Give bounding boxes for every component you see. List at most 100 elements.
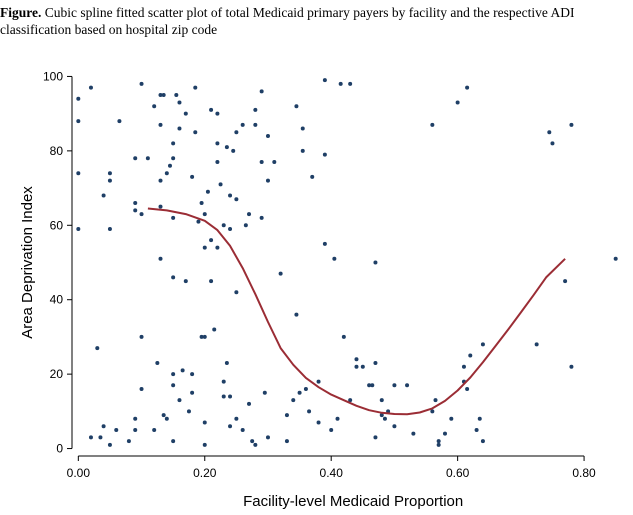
data-point	[224, 360, 229, 365]
data-point	[152, 104, 157, 109]
data-point	[101, 193, 106, 198]
x-tick-label: 0.40	[320, 466, 344, 480]
data-point	[234, 197, 239, 202]
data-point	[167, 163, 172, 168]
y-tick-label: 40	[50, 293, 64, 307]
data-point	[139, 387, 144, 392]
data-point	[215, 141, 220, 146]
data-point	[322, 241, 327, 246]
data-point	[259, 215, 264, 220]
data-point	[171, 372, 176, 377]
y-axis-title: Area Deprivation Index	[19, 186, 36, 339]
data-point	[155, 360, 160, 365]
y-tick-label: 80	[50, 144, 64, 158]
y-tick-label: 60	[50, 218, 64, 232]
data-point	[284, 413, 289, 418]
data-point	[322, 152, 327, 157]
data-point	[310, 174, 315, 179]
data-point	[348, 81, 353, 86]
data-point	[234, 290, 239, 295]
data-point	[332, 256, 337, 261]
data-point	[265, 435, 270, 440]
data-point	[76, 171, 81, 176]
data-point	[449, 416, 454, 421]
data-point	[455, 100, 460, 105]
data-point	[133, 156, 138, 161]
data-point	[164, 171, 169, 176]
data-point	[468, 353, 473, 358]
spline-curve	[147, 207, 566, 416]
data-point	[433, 398, 438, 403]
data-point	[247, 401, 252, 406]
x-axis-title: Facility-level Medicaid Proportion	[243, 493, 463, 510]
data-point	[221, 394, 226, 399]
data-point	[294, 312, 299, 317]
data-point	[171, 383, 176, 388]
data-point	[209, 279, 214, 284]
data-point	[202, 245, 207, 250]
data-point	[209, 238, 214, 243]
data-point	[218, 182, 223, 187]
data-point	[174, 93, 179, 98]
data-point	[243, 223, 248, 228]
data-point	[171, 156, 176, 161]
data-point	[335, 416, 340, 421]
data-point	[190, 174, 195, 179]
data-point	[139, 212, 144, 217]
data-point	[253, 442, 258, 447]
data-point	[193, 85, 198, 90]
data-point	[209, 107, 214, 112]
data-point	[177, 398, 182, 403]
data-point	[171, 275, 176, 280]
data-point	[300, 126, 305, 131]
y-tick-label: 20	[50, 367, 64, 381]
data-point	[382, 416, 387, 421]
data-point	[348, 398, 353, 403]
data-point	[392, 383, 397, 388]
data-point	[88, 435, 93, 440]
data-point	[126, 439, 131, 444]
data-point	[297, 390, 302, 395]
data-point	[563, 279, 568, 284]
data-point	[259, 89, 264, 94]
data-point	[224, 145, 229, 150]
data-point	[373, 435, 378, 440]
data-point	[240, 122, 245, 127]
data-point	[161, 93, 166, 98]
data-point	[569, 122, 574, 127]
data-point	[474, 427, 479, 432]
data-point	[228, 424, 233, 429]
data-point	[405, 383, 410, 388]
data-point	[228, 394, 233, 399]
data-point	[550, 141, 555, 146]
data-point	[461, 364, 466, 369]
data-point	[379, 398, 384, 403]
data-point	[436, 439, 441, 444]
scatter-points	[76, 78, 618, 447]
data-point	[202, 420, 207, 425]
data-point	[547, 130, 552, 135]
x-tick-label: 0.00	[67, 466, 91, 480]
data-point	[215, 160, 220, 165]
data-point	[569, 364, 574, 369]
data-point	[199, 334, 204, 339]
data-point	[228, 227, 233, 232]
data-point	[291, 398, 296, 403]
data-point	[190, 390, 195, 395]
data-point	[480, 439, 485, 444]
data-point	[341, 334, 346, 339]
data-point	[88, 85, 93, 90]
data-point	[221, 379, 226, 384]
x-tick-label: 0.20	[193, 466, 217, 480]
chart-axes: 0 20 40 60 80 100 0.00 0.20 0.40 0.60 0.80	[43, 69, 596, 480]
data-point	[221, 223, 226, 228]
data-point	[107, 178, 112, 183]
data-point	[534, 342, 539, 347]
data-point	[272, 160, 277, 165]
caption-prefix: Figure.	[0, 5, 42, 20]
data-point	[196, 219, 201, 224]
data-point	[190, 372, 195, 377]
data-point	[205, 189, 210, 194]
data-point	[228, 193, 233, 198]
data-point	[202, 334, 207, 339]
